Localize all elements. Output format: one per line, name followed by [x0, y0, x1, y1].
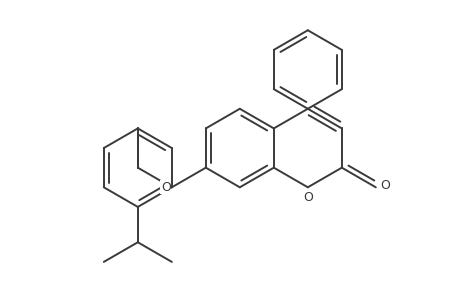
- Text: O: O: [302, 190, 312, 204]
- Text: O: O: [161, 181, 170, 194]
- Text: O: O: [380, 179, 390, 192]
